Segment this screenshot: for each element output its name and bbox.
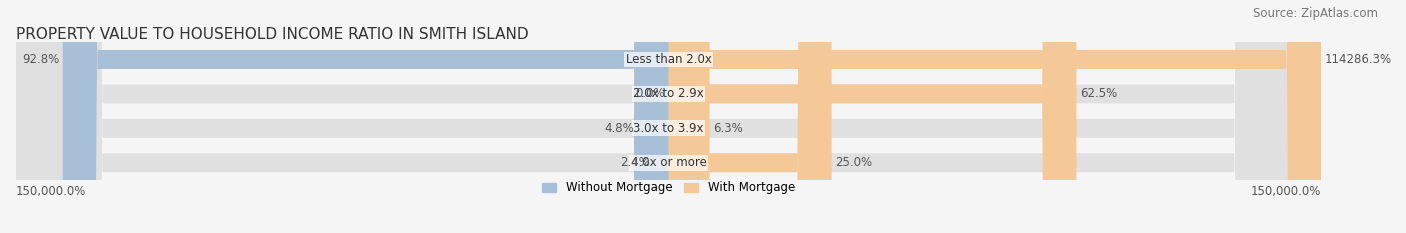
FancyBboxPatch shape bbox=[15, 0, 1322, 233]
FancyBboxPatch shape bbox=[668, 0, 710, 233]
Text: 0.0%: 0.0% bbox=[636, 87, 665, 100]
FancyBboxPatch shape bbox=[634, 0, 688, 233]
Text: 92.8%: 92.8% bbox=[22, 53, 59, 66]
FancyBboxPatch shape bbox=[63, 0, 668, 233]
Text: 150,000.0%: 150,000.0% bbox=[15, 185, 86, 198]
FancyBboxPatch shape bbox=[15, 0, 1322, 233]
FancyBboxPatch shape bbox=[15, 0, 1322, 233]
Text: 4.0x or more: 4.0x or more bbox=[630, 156, 706, 169]
Text: PROPERTY VALUE TO HOUSEHOLD INCOME RATIO IN SMITH ISLAND: PROPERTY VALUE TO HOUSEHOLD INCOME RATIO… bbox=[15, 27, 529, 42]
Text: 114286.3%: 114286.3% bbox=[1324, 53, 1392, 66]
Text: Source: ZipAtlas.com: Source: ZipAtlas.com bbox=[1253, 7, 1378, 20]
FancyBboxPatch shape bbox=[634, 0, 672, 233]
Text: Less than 2.0x: Less than 2.0x bbox=[626, 53, 711, 66]
FancyBboxPatch shape bbox=[668, 0, 1077, 233]
Text: 2.4%: 2.4% bbox=[620, 156, 650, 169]
Text: 6.3%: 6.3% bbox=[713, 122, 742, 135]
Text: 2.0x to 2.9x: 2.0x to 2.9x bbox=[633, 87, 704, 100]
Text: 3.0x to 3.9x: 3.0x to 3.9x bbox=[633, 122, 703, 135]
Text: 25.0%: 25.0% bbox=[835, 156, 872, 169]
FancyBboxPatch shape bbox=[668, 0, 1322, 233]
Text: 4.8%: 4.8% bbox=[605, 122, 634, 135]
FancyBboxPatch shape bbox=[15, 0, 1322, 233]
Text: 150,000.0%: 150,000.0% bbox=[1251, 185, 1322, 198]
Legend: Without Mortgage, With Mortgage: Without Mortgage, With Mortgage bbox=[537, 176, 800, 199]
FancyBboxPatch shape bbox=[668, 0, 831, 233]
Text: 62.5%: 62.5% bbox=[1080, 87, 1116, 100]
